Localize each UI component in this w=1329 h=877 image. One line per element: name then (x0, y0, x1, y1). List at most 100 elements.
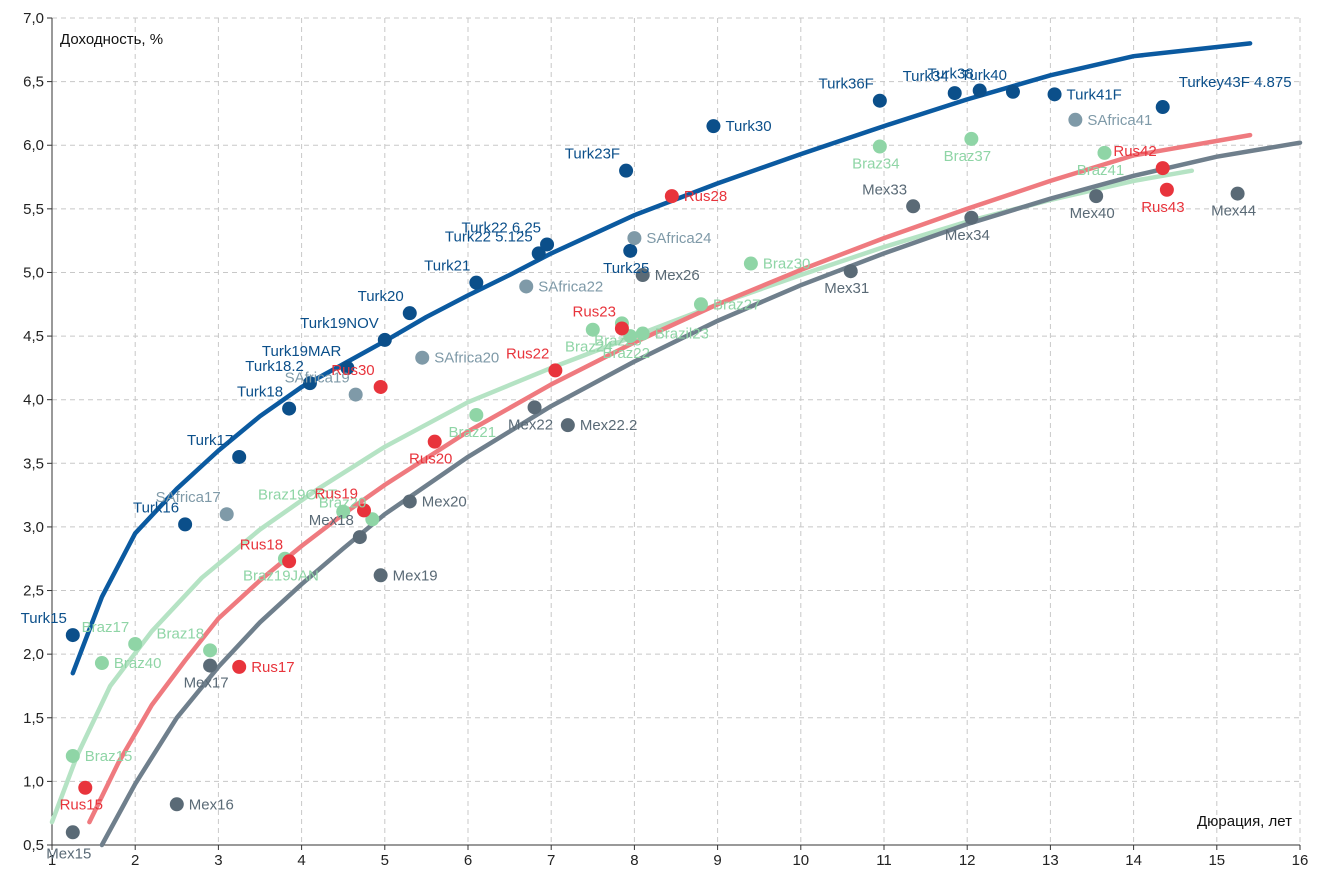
safrica-point (219, 507, 234, 522)
mex-point (635, 268, 650, 283)
x-tick-label: 9 (713, 852, 721, 869)
point-labels: Turk15 Turk16 Turk17 Turk18 Turk18.2Turk19MA… (21, 66, 1292, 863)
x-tick-label: 12 (959, 852, 976, 869)
rus-point (664, 189, 679, 204)
braz-point-label: Braz30 (763, 256, 811, 273)
y-tick-label: 7,0 (23, 10, 44, 27)
safrica-point-label: SAfrica24 (646, 230, 711, 247)
rus-point (78, 780, 93, 795)
mex-point-label: Mex19 (393, 567, 438, 584)
rus-point-label: Rus43 (1141, 199, 1184, 216)
turk-point (178, 517, 193, 532)
braz-point-label: Braz17 (82, 619, 130, 636)
braz-point (336, 504, 351, 519)
turk-point-label: Turk41F (1067, 86, 1122, 103)
turk-point (469, 275, 484, 290)
x-tick-label: 2 (131, 852, 139, 869)
y-tick-label: 1,0 (23, 773, 44, 790)
tick-labels: 1 2 3 4 5 6 7 8 9 10 11 12 13 14 15 160,51,01,52,02,53,… (23, 10, 1308, 869)
turk-point-label: Turk36F (819, 76, 874, 93)
x-tick-label: 3 (214, 852, 222, 869)
y-tick-label: 3,0 (23, 519, 44, 536)
y-tick-label: 1,5 (23, 710, 44, 727)
mex-point (1230, 186, 1245, 201)
x-tick-label: 15 (1208, 852, 1225, 869)
rus-point-label: Rus18 (240, 536, 283, 553)
x-tick-label: 8 (630, 852, 638, 869)
data-points (65, 83, 1245, 840)
braz-point-label: Braz40 (114, 655, 162, 672)
mex-point (527, 400, 542, 415)
turk-point-label: Turk30 (725, 118, 771, 135)
rus-point-label: Rus15 (60, 797, 103, 814)
braz-point (94, 656, 109, 671)
mex-point-label: Mex40 (1070, 205, 1115, 222)
braz-point (1097, 145, 1112, 160)
mex-point-label: Mex16 (189, 796, 234, 813)
rus-trend-line (87, 132, 1253, 825)
rus-point-label: Rus20 (409, 451, 452, 468)
rus-point-label: Rus23 (573, 303, 616, 320)
turk-point-label: Turk19NOV (300, 315, 379, 332)
turk-point-label: Turk18 (237, 384, 283, 401)
braz-point (365, 512, 380, 527)
mex-point-label: Mex44 (1211, 203, 1256, 220)
braz-point (693, 297, 708, 312)
rus-point-label: Rus28 (684, 188, 727, 205)
turk-point-label: Turk19MAR (262, 343, 342, 360)
y-tick-label: 6,0 (23, 137, 44, 154)
x-tick-label: 7 (547, 852, 555, 869)
mex-point-label: Mex18 (309, 512, 354, 529)
braz-point (65, 748, 80, 763)
braz-point (585, 322, 600, 337)
y-tick-label: 0,5 (23, 837, 44, 854)
mex-point-label: Mex34 (945, 227, 990, 244)
mex-point (402, 494, 417, 509)
braz-point-label: Braz18 (157, 625, 205, 642)
braz-point (128, 636, 143, 651)
safrica-point (519, 279, 534, 294)
braz-point-label: Braz19JAN (243, 568, 319, 585)
axes (51, 18, 1300, 846)
braz-point (635, 326, 650, 341)
braz-point-label: Braz37 (944, 148, 992, 165)
y-tick-label: 3,5 (23, 455, 44, 472)
turk-point (872, 93, 887, 108)
braz-point-label: Braz22 (602, 345, 650, 362)
x-tick-label: 14 (1125, 852, 1142, 869)
turk-trend-line (70, 41, 1253, 676)
braz-point-label: Braz27 (713, 296, 761, 313)
rus-point (1159, 182, 1174, 197)
x-tick-label: 5 (381, 852, 389, 869)
y-tick-label: 2,5 (23, 583, 44, 600)
x-tick-label: 16 (1292, 852, 1309, 869)
braz-point-label: Braz24 (565, 339, 613, 356)
braz-point-label: Brazil23 (655, 326, 709, 343)
braz-point-label: Braz25 (594, 332, 642, 349)
rus-point (357, 503, 371, 518)
rus-point-label: Rus42 (1113, 143, 1156, 160)
rus-point (614, 321, 629, 336)
turk-point (706, 119, 721, 134)
turk-point (402, 306, 417, 321)
x-axis-title: Дюрация, лет (1197, 813, 1292, 830)
turk-point (1155, 100, 1170, 115)
mex-point-label: Mex17 (184, 675, 229, 692)
turk-point (623, 243, 638, 258)
mex-point (906, 199, 921, 214)
rus-point-label: Rus17 (251, 659, 294, 676)
mex-point-label: Mex20 (422, 493, 467, 510)
safrica-point-label: SAfrica41 (1087, 112, 1152, 129)
braz-point-label: Braz34 (852, 156, 900, 173)
mex-point (65, 825, 80, 840)
mex-point-label: Mex33 (862, 181, 907, 198)
turk-point-label: Turk22 5.125 (445, 228, 533, 245)
rus-point (232, 659, 247, 674)
turk-point (1005, 84, 1020, 99)
braz-point-label: Braz41 (1077, 162, 1125, 179)
braz-point (964, 131, 979, 146)
mex-point (843, 264, 858, 279)
braz-point-label: Braz15 (85, 748, 133, 765)
turk-point (282, 401, 297, 416)
mex-point-label: Mex15 (46, 845, 91, 862)
